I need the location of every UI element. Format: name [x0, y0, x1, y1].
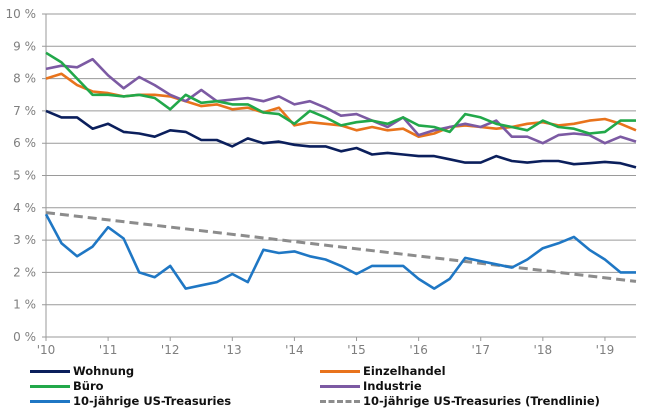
- legend-item: Büro: [30, 379, 104, 393]
- y-tick-label: 8 %: [13, 72, 36, 86]
- x-tick-label: '12: [161, 343, 180, 357]
- y-tick-label: 7 %: [13, 104, 36, 118]
- legend-label: Büro: [73, 379, 104, 393]
- series-line-1: [45, 72, 637, 138]
- legend-label: 10-jährige US-Treasuries: [73, 394, 232, 408]
- series-line-4: [44, 213, 636, 290]
- y-tick-label: 3 %: [13, 233, 36, 247]
- legend-item: Industrie: [320, 379, 422, 393]
- legend-item: Einzelhandel: [320, 364, 446, 378]
- y-tick-label: 2 %: [13, 265, 36, 279]
- series-line-0: [45, 109, 637, 169]
- x-tick-label: '16: [409, 343, 428, 357]
- y-tick-label: 4 %: [13, 201, 36, 215]
- legend-item: 10-jährige US-Treasuries (Trendlinie): [320, 394, 600, 408]
- series-line-5: [45, 211, 637, 283]
- x-tick-label: '19: [596, 343, 615, 357]
- legend-swatch: [30, 369, 70, 373]
- legend-swatch: [320, 399, 360, 403]
- x-tick-label: '11: [99, 343, 118, 357]
- legend-label: Einzelhandel: [363, 364, 446, 378]
- series-line-2: [45, 51, 636, 135]
- legend-label: 10-jährige US-Treasuries (Trendlinie): [363, 394, 600, 408]
- series-line-3: [45, 57, 637, 145]
- legend-swatch: [320, 384, 360, 388]
- y-tick-label: 10 %: [6, 7, 37, 21]
- legend-item: Wohnung: [30, 364, 134, 378]
- y-tick-label: 6 %: [13, 136, 36, 150]
- legend-swatch: [30, 399, 70, 403]
- x-tick-label: '14: [285, 343, 304, 357]
- y-tick-label: 5 %: [13, 169, 36, 183]
- x-tick-label: '15: [347, 343, 366, 357]
- legend-label: Industrie: [363, 379, 422, 393]
- y-tick-label: 9 %: [13, 39, 36, 53]
- legend-swatch: [320, 369, 360, 373]
- x-tick-label: '10: [37, 343, 56, 357]
- y-tick-label: 1 %: [13, 298, 36, 312]
- x-tick-label: '18: [534, 343, 553, 357]
- legend-item: 10-jährige US-Treasuries: [30, 394, 231, 408]
- x-tick-label: '17: [471, 343, 490, 357]
- legend-label: Wohnung: [73, 364, 135, 378]
- y-tick-label: 0 %: [13, 330, 36, 344]
- legend-swatch: [30, 384, 70, 388]
- x-tick-label: '13: [223, 343, 242, 357]
